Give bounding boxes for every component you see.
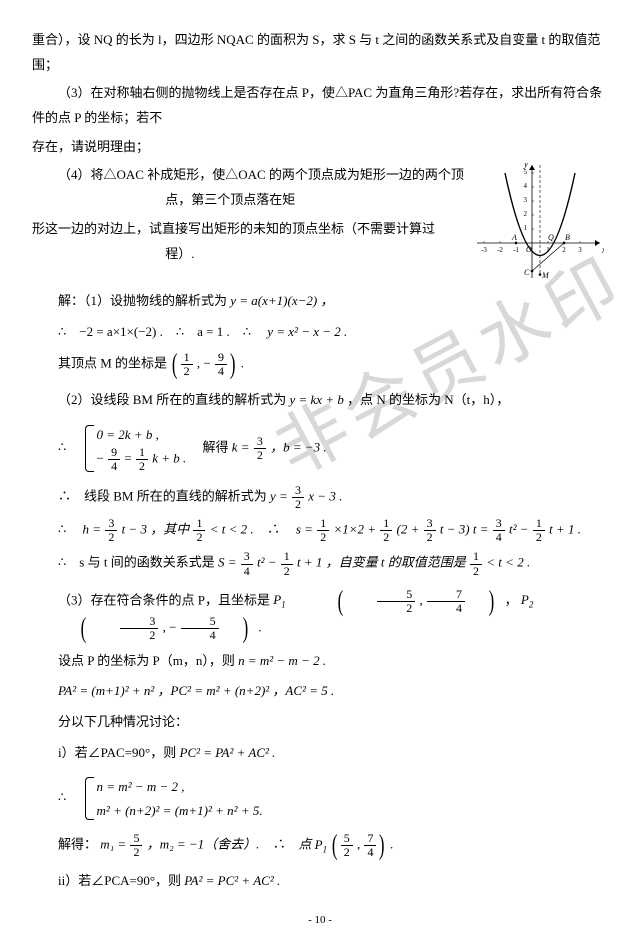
document-body: 重合），设 NQ 的长为 l，四边形 NQAC 的面积为 S，求 S 与 t 之… xyxy=(32,28,608,931)
derivation: ∴ −2 = a×1×(−2) . ∴ a = 1 . ∴ y = x² − x… xyxy=(58,320,608,345)
text: ∴ 线段 BM 所在的直线的解析式为 xyxy=(58,488,270,503)
svg-text:-2: -2 xyxy=(497,246,503,254)
text-line: 存在，请说明理由； xyxy=(32,135,608,160)
case-i: i）若∠PAC=90°，则 PC² = PA² + AC² . xyxy=(58,741,608,766)
math: y = kx + b xyxy=(289,392,343,407)
svg-text:A: A xyxy=(511,233,517,242)
text: （2）设线段 BM 所在的直线的解析式为 xyxy=(58,392,289,407)
text: （4）将△OAC 补成矩形，使△OAC 的两个顶点成为矩形一边的两个顶 xyxy=(58,167,464,182)
text: ，b = −3 . xyxy=(270,439,327,454)
s-line: ∴ s 与 t 间的函数关系式是 S = 34 t² − 12 t + 1 ，自… xyxy=(58,550,608,577)
text-line: 重合），设 NQ 的长为 l，四边形 NQAC 的面积为 S，求 S 与 t 之… xyxy=(32,28,608,77)
h-line: ∴ h = 32 t − 3 ，其中 12 < t < 2 . ∴ s = 12… xyxy=(58,517,608,544)
svg-text:B: B xyxy=(565,233,570,242)
solution-line: 解：（1）设抛物线的解析式为 y = a(x+1)(x−2) ， xyxy=(32,289,608,314)
bm-line: ∴ 线段 BM 所在的直线的解析式为 y = 32 x − 3 . xyxy=(58,484,608,511)
coord-pair: ( 12 , − 94 ) xyxy=(170,351,237,378)
part2-line: （2）设线段 BM 所在的直线的解析式为 y = kx + b ，点 N 的坐标… xyxy=(32,388,608,413)
svg-text:3: 3 xyxy=(578,246,582,254)
math: y = a(x+1)(x−2) ， xyxy=(230,293,333,308)
parabola-graph: x y -3-2-1 123 12 34 5 xyxy=(474,163,604,283)
system1: ∴ 0 = 2k + b , − 94 = 12 k + b . 解得 k = … xyxy=(58,419,608,478)
svg-text:1: 1 xyxy=(524,224,528,232)
text: 点，第三个顶点落在矩 xyxy=(165,192,295,207)
text: ∴ −2 = a×1×(−2) . ∴ a = 1 . ∴ xyxy=(58,324,264,339)
svg-text:x: x xyxy=(601,245,604,255)
svg-text:3: 3 xyxy=(524,196,528,204)
vertex-line: 其顶点 M 的坐标是 ( 12 , − 94 ) . xyxy=(58,351,608,378)
discuss: 分以下几种情况讨论： xyxy=(58,710,608,735)
text: ，点 N 的坐标为 N（t，h）， xyxy=(347,392,509,407)
text: 程）. xyxy=(165,246,194,261)
svg-text:-3: -3 xyxy=(481,246,487,254)
let-p: 设点 P 的坐标为 P（m，n），则 n = m² − m − 2 . xyxy=(58,649,608,674)
text: 形这一边的对边上，试直接写出矩形的未知的顶点坐标（不需要计算过 xyxy=(32,221,435,236)
math: y = x² − x − 2 . xyxy=(267,324,347,339)
svg-text:-1: -1 xyxy=(513,246,519,254)
text: 其顶点 M 的坐标是 xyxy=(58,355,167,370)
svg-text:2: 2 xyxy=(524,210,528,218)
text: 解得 xyxy=(190,439,232,454)
pa2-line: PA² = (m+1)² + n² ，PC² = m² + (n+2)² ，AC… xyxy=(58,679,608,704)
svg-text:O: O xyxy=(526,245,532,254)
svg-text:M: M xyxy=(541,271,550,280)
case-ii: ii）若∠PCA=90°，则 PA² = PC² + AC² . xyxy=(58,869,608,894)
text-line: （3）在对称轴右侧的抛物线上是否存在点 P，使△PAC 为直角三角形?若存在，求… xyxy=(32,81,608,130)
part3-line: （3）存在符合条件的点 P，且坐标是 P1 ( 52 , 74 ) ， P2 (… xyxy=(32,588,608,643)
svg-text:Q: Q xyxy=(548,233,554,242)
svg-text:C: C xyxy=(524,268,530,277)
system2: ∴ n = m² − m − 2 , m² + (n+2)² = (m+1)² … xyxy=(58,771,608,826)
svg-text:2: 2 xyxy=(562,246,566,254)
solve-line: 解得： m₁ = 52 ，m₂ = −1（舍去）. ∴ 点 P1 ( 52 , … xyxy=(58,832,608,859)
svg-text:5: 5 xyxy=(524,168,528,176)
svg-text:4: 4 xyxy=(524,182,528,190)
page-number: - 10 - xyxy=(32,910,608,931)
text: k = xyxy=(232,439,253,454)
text: 解：（1）设抛物线的解析式为 xyxy=(58,293,230,308)
